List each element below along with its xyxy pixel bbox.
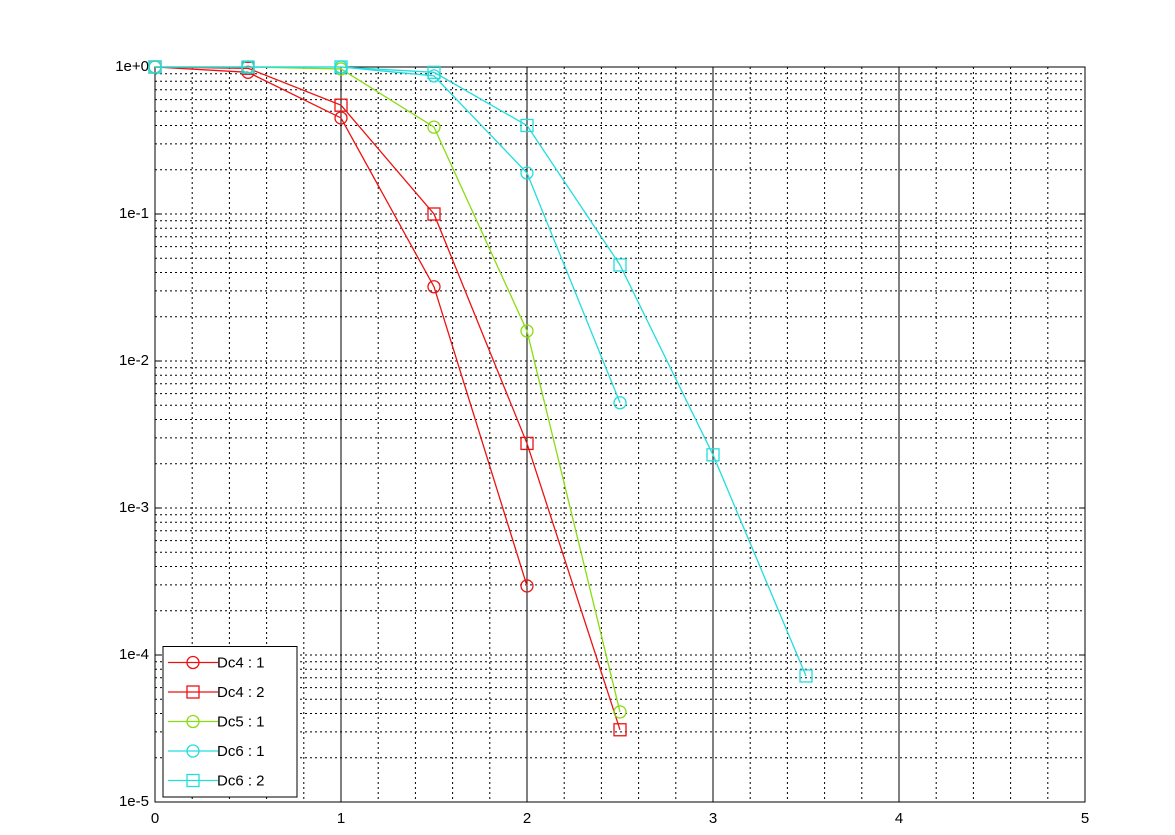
marker [520,324,534,338]
x-tick-label: 5 [1081,810,1089,827]
marker [427,65,441,79]
marker [520,166,534,180]
legend: Dc4 : 1 Dc4 : 2 Dc5 : 1 Dc6 : 1 Dc6 : 2 [162,646,298,798]
marker [148,60,162,74]
y-tick-label: 1e+0 [115,58,149,75]
legend-label: Dc6 : 2 [217,772,265,789]
legend-marker [186,714,200,729]
legend-label: Dc4 : 1 [217,654,265,671]
marker [706,448,720,462]
legend-label: Dc4 : 2 [217,684,265,701]
series-line [154,66,621,730]
x-tick-label: 2 [523,810,531,827]
series-line [154,66,528,587]
plot-frame [154,66,1086,803]
marker [520,436,534,451]
legend-marker [186,685,200,699]
legend-marker [186,744,200,758]
series-line [155,66,807,677]
marker [427,120,441,134]
marker [613,396,627,410]
x-tick-label: 4 [895,810,903,827]
marker [334,111,348,125]
marker [613,723,627,737]
x-tick-label: 3 [709,810,717,827]
y-tick-label: 1e-2 [119,352,149,369]
marker [520,579,534,593]
y-tick-label: 1e-1 [119,205,149,222]
marker [427,280,441,294]
marker [427,207,441,221]
legend-label: Dc5 : 1 [217,713,265,730]
legend-marker [186,655,200,670]
series-line [155,66,621,403]
marker [799,669,813,683]
marker [520,118,534,133]
x-tick-label: 1 [337,810,345,827]
marker [613,705,627,719]
marker [334,60,348,74]
y-tick-label: 1e-5 [119,793,149,810]
marker [241,60,255,74]
marker [334,98,348,112]
marker [613,258,627,272]
y-tick-label: 1e-4 [119,646,149,663]
y-tick-label: 1e-3 [119,499,149,516]
legend-marker [186,773,200,788]
series-line [155,66,621,713]
x-tick-label: 0 [151,810,159,827]
legend-label: Dc6 : 1 [217,743,265,760]
